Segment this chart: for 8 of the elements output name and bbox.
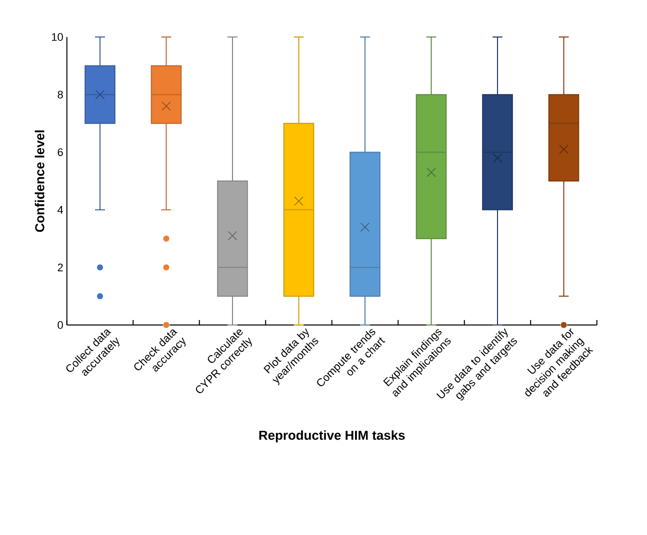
y-axis-title: Confidence level — [34, 130, 44, 232]
y-tick-label: 8 — [58, 90, 63, 98]
y-tick-label: 6 — [58, 148, 63, 156]
y-tick-label: 10 — [52, 33, 63, 41]
y-tick-label: 0 — [58, 321, 63, 329]
x-axis-title: Reproductive HIM tasks — [259, 430, 405, 442]
y-tick-label: 2 — [58, 264, 63, 272]
y-tick-label: 4 — [58, 206, 64, 214]
